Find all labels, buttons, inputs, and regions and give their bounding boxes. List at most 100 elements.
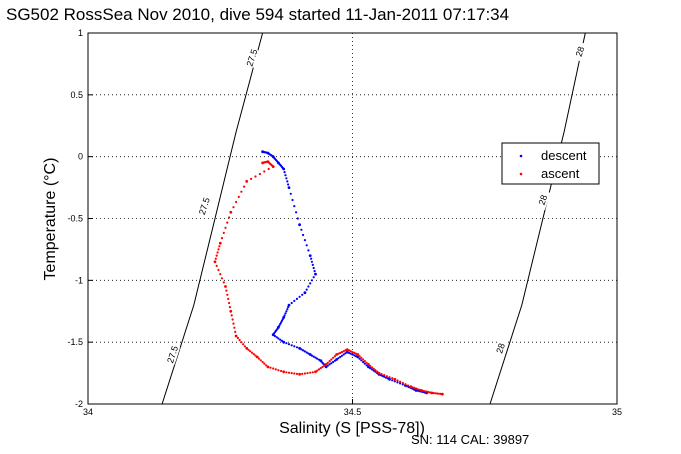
data-point-ascent <box>243 345 246 348</box>
data-point-ascent <box>353 351 356 354</box>
contour-label: 28 <box>574 45 587 58</box>
data-point-ascent <box>290 372 293 375</box>
data-point-descent <box>287 186 291 190</box>
data-point-ascent <box>263 170 266 173</box>
data-point-ascent <box>265 364 268 367</box>
chart-title: SG502 RossSea Nov 2010, dive 594 started… <box>6 5 509 24</box>
data-point-ascent <box>332 356 335 359</box>
data-point-ascent <box>243 185 246 188</box>
data-point-ascent <box>295 372 299 375</box>
data-point-ascent <box>234 334 238 338</box>
data-point-ascent <box>376 370 379 373</box>
data-point-ascent <box>266 365 270 369</box>
data-point-ascent <box>337 352 340 355</box>
data-point-descent <box>296 217 299 220</box>
data-point-ascent <box>416 388 419 391</box>
data-point-ascent <box>342 350 345 353</box>
data-point-ascent <box>423 390 426 393</box>
data-point-ascent <box>414 387 418 390</box>
data-point-ascent <box>254 175 257 178</box>
data-point-descent <box>388 377 391 381</box>
data-point-ascent <box>351 351 354 354</box>
series-ascent <box>213 160 444 396</box>
data-point-ascent <box>430 391 434 395</box>
data-point-ascent <box>220 277 224 280</box>
data-point-ascent <box>441 392 444 396</box>
data-point-ascent <box>317 368 321 371</box>
data-point-ascent <box>326 361 329 364</box>
data-point-descent <box>298 223 301 227</box>
data-point-descent <box>310 260 313 263</box>
data-point-descent <box>396 381 399 384</box>
data-point-descent <box>393 380 396 383</box>
data-point-descent <box>285 310 288 313</box>
data-point-ascent <box>267 167 270 171</box>
data-point-descent <box>311 263 314 266</box>
serial-calibration-note: SN: 114 CAL: 39897 <box>411 432 529 447</box>
data-point-ascent <box>401 381 404 385</box>
data-point-descent <box>316 357 319 360</box>
data-point-ascent <box>269 366 272 369</box>
data-point-ascent <box>362 358 365 361</box>
legend-marker-ascent <box>519 172 523 176</box>
data-point-ascent <box>257 357 261 360</box>
data-point-descent <box>287 303 291 307</box>
data-point-descent <box>351 353 354 356</box>
data-point-descent <box>314 272 317 276</box>
data-point-descent <box>312 355 315 358</box>
data-point-descent <box>370 368 373 371</box>
data-point-ascent <box>319 367 322 370</box>
data-point-descent <box>335 358 338 361</box>
data-point-ascent <box>247 348 250 351</box>
data-point-ascent <box>311 371 314 374</box>
data-point-ascent <box>217 248 220 251</box>
data-point-ascent <box>383 374 386 377</box>
data-point-descent <box>301 293 304 296</box>
data-point-descent <box>307 249 310 252</box>
data-point-descent <box>282 340 286 344</box>
data-point-ascent <box>356 353 360 356</box>
data-point-descent <box>349 352 352 355</box>
data-point-ascent <box>396 379 399 382</box>
data-point-descent <box>383 375 386 378</box>
data-point-descent <box>287 306 290 309</box>
data-point-ascent <box>228 306 231 309</box>
data-point-descent <box>291 198 294 202</box>
data-point-ascent <box>427 390 430 394</box>
data-point-ascent <box>215 264 218 267</box>
data-point-ascent <box>321 365 324 368</box>
data-point-descent <box>295 346 299 349</box>
data-point-descent <box>298 295 301 298</box>
data-point-descent <box>271 333 275 337</box>
data-point-descent <box>312 276 315 279</box>
data-point-ascent <box>218 245 221 248</box>
data-point-ascent <box>228 301 231 305</box>
data-point-descent <box>328 363 331 366</box>
y-tick-label: -0.5 <box>67 214 83 224</box>
y-tick-label: 0.5 <box>70 90 83 100</box>
data-point-ascent <box>235 200 238 204</box>
data-point-descent <box>300 228 303 231</box>
data-point-ascent <box>240 190 243 193</box>
data-point-descent <box>295 211 298 214</box>
data-point-ascent <box>425 390 428 393</box>
data-point-descent <box>358 357 361 360</box>
data-point-ascent <box>222 231 225 234</box>
data-point-ascent <box>314 370 317 374</box>
data-point-descent <box>353 354 356 357</box>
legend-label-ascent: ascent <box>541 166 580 181</box>
data-point-descent <box>285 342 288 345</box>
data-point-ascent <box>231 318 234 321</box>
data-point-ascent <box>367 363 370 366</box>
data-point-ascent <box>214 257 217 260</box>
data-point-descent <box>313 270 316 273</box>
data-point-ascent <box>216 251 219 254</box>
data-point-descent <box>369 367 372 370</box>
data-point-ascent <box>220 237 224 240</box>
y-tick-label: -1.5 <box>67 337 83 347</box>
data-point-ascent <box>409 385 413 389</box>
data-point-ascent <box>309 371 312 374</box>
data-point-ascent <box>229 309 233 313</box>
